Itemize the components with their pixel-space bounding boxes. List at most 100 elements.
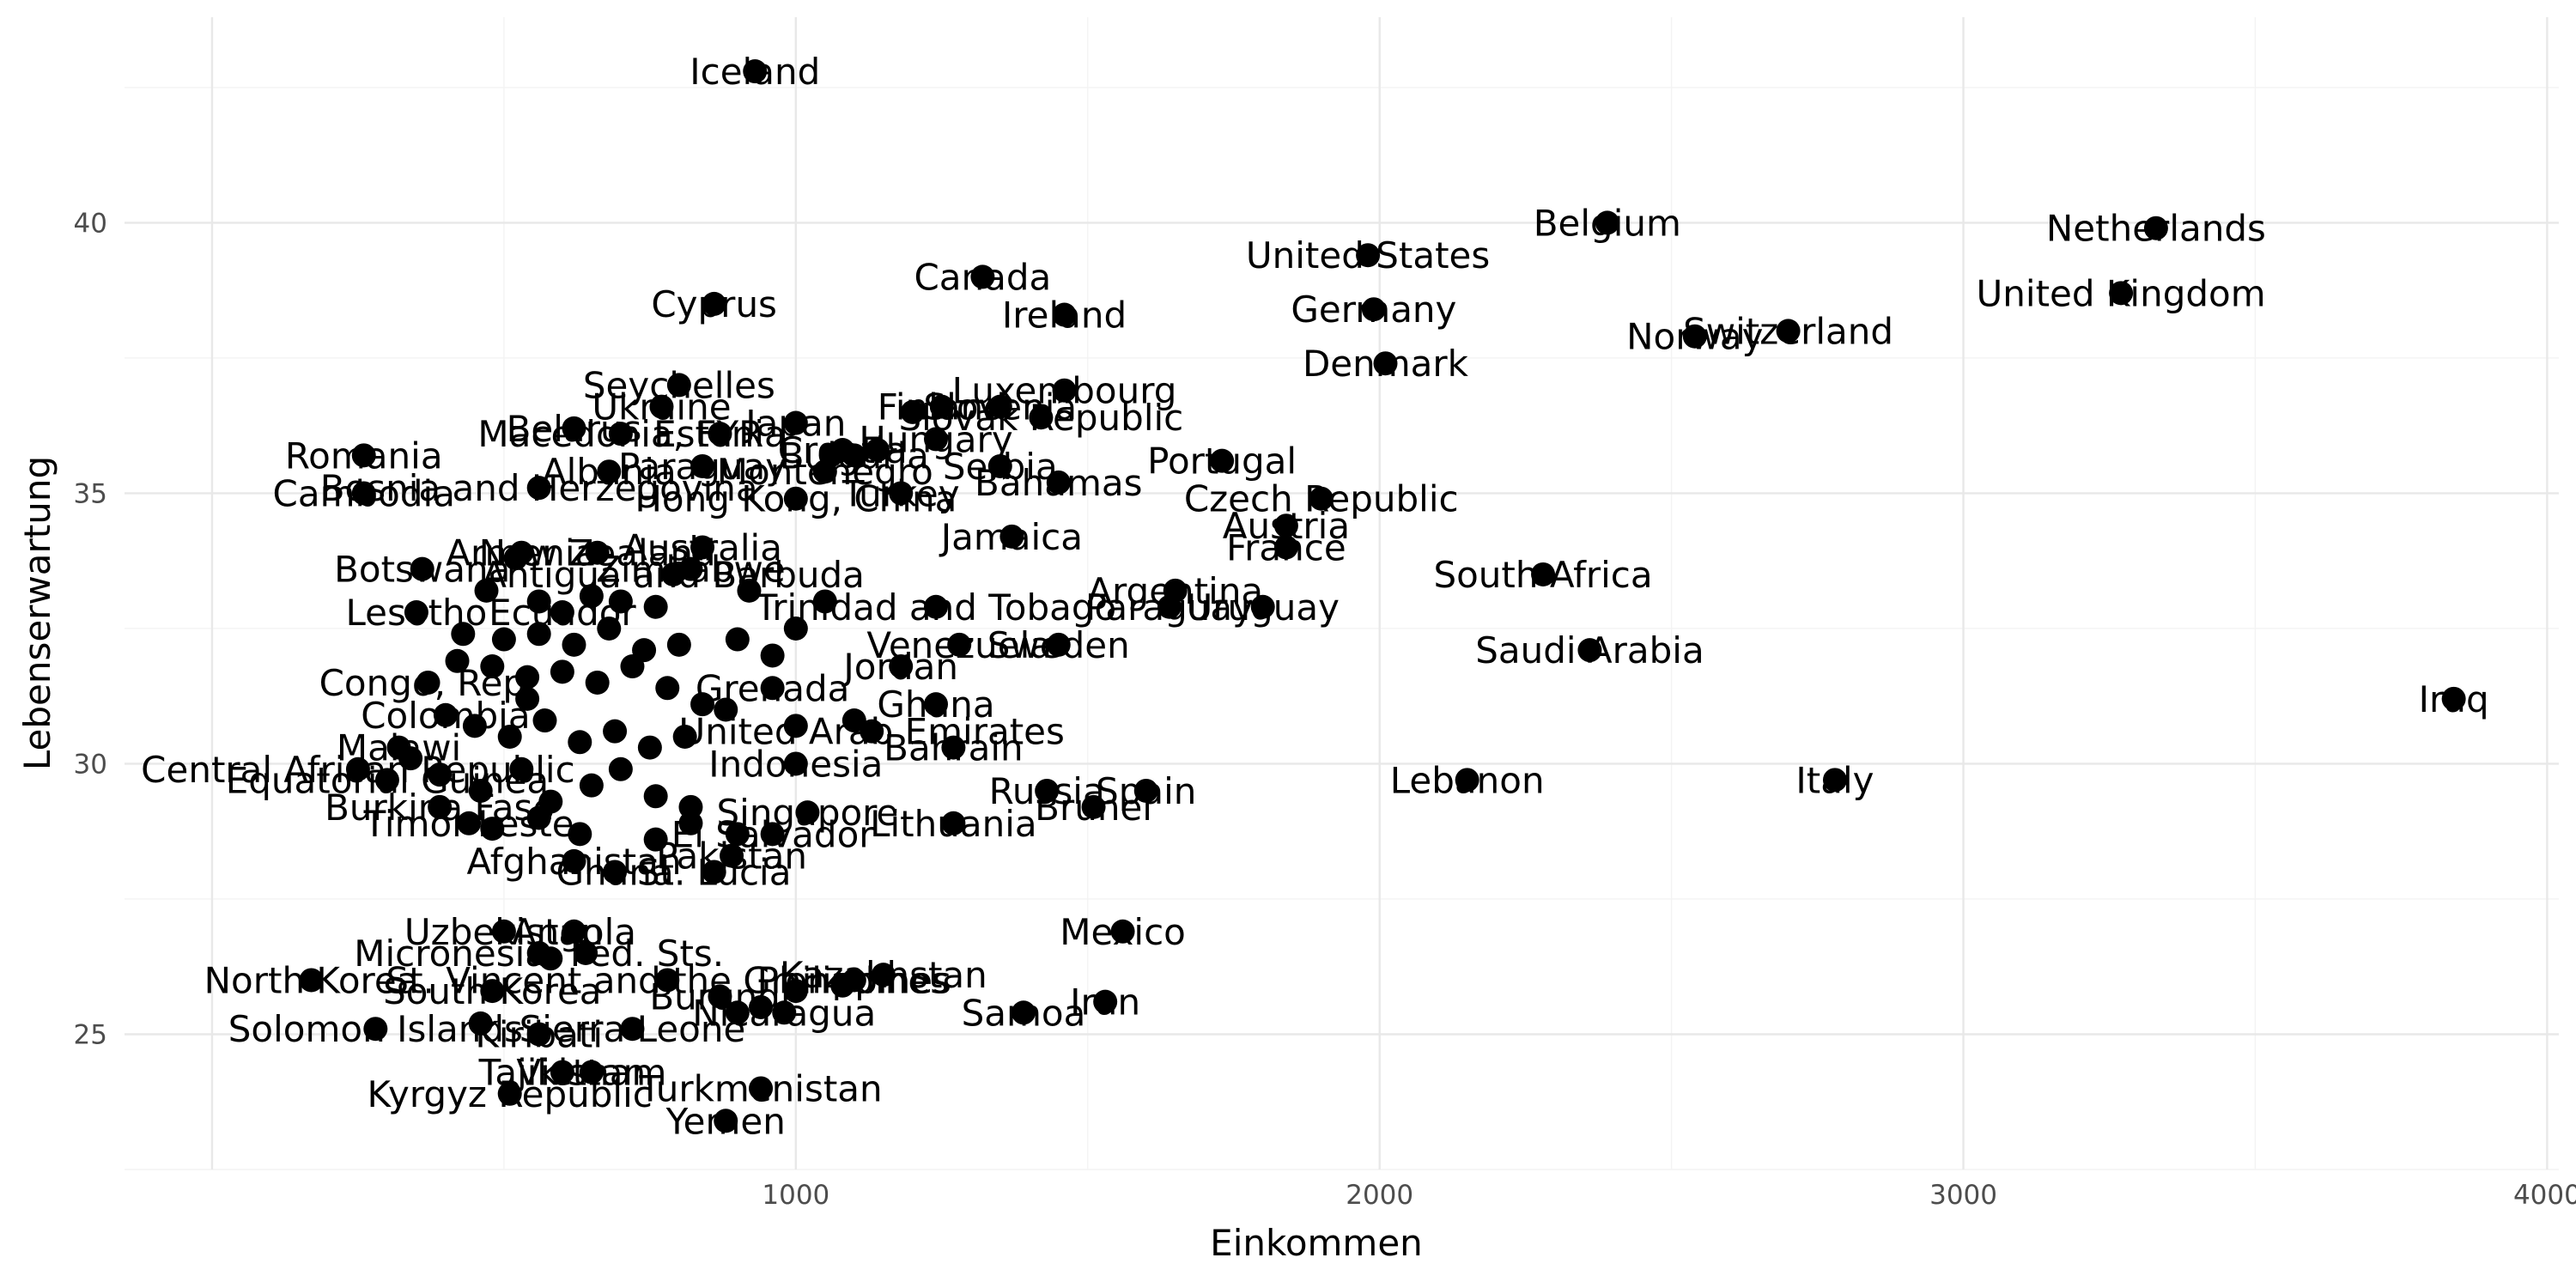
data-point bbox=[999, 524, 1024, 549]
point-label: Ukraine bbox=[592, 386, 731, 428]
data-point bbox=[457, 811, 482, 835]
data-point bbox=[783, 979, 808, 1004]
data-point bbox=[2143, 216, 2168, 240]
point-label: Turkmenistan bbox=[638, 1067, 882, 1109]
point-label: Spain bbox=[1096, 770, 1196, 812]
data-point bbox=[1110, 919, 1135, 944]
grid-lines bbox=[125, 17, 2559, 1170]
data-point bbox=[678, 811, 703, 835]
point-label: Estonia bbox=[653, 413, 787, 455]
data-point bbox=[579, 773, 604, 798]
data-point bbox=[783, 410, 808, 435]
data-point bbox=[720, 843, 744, 868]
data-point bbox=[568, 730, 592, 755]
data-point bbox=[649, 394, 674, 419]
point-label: Samoa bbox=[962, 992, 1086, 1034]
point-label: Yemen bbox=[665, 1100, 786, 1142]
data-point bbox=[2441, 686, 2466, 711]
point-label: Solomon Islands bbox=[228, 1008, 523, 1050]
point-label: Russia bbox=[989, 770, 1105, 812]
data-point bbox=[550, 659, 574, 684]
point-label: Croatia bbox=[778, 429, 908, 471]
x-tick-label: 4000 bbox=[2513, 1180, 2576, 1211]
data-point bbox=[503, 546, 528, 571]
data-point bbox=[1133, 778, 1158, 803]
data-point bbox=[1011, 1000, 1036, 1025]
data-point bbox=[480, 979, 505, 1004]
point-label: Trinidad and Tobago bbox=[755, 586, 1116, 629]
y-tick-label: 30 bbox=[74, 749, 107, 780]
data-point bbox=[1776, 319, 1801, 343]
data-point bbox=[924, 427, 948, 452]
point-label: Iran bbox=[1070, 981, 1140, 1024]
data-point bbox=[841, 443, 866, 468]
point-label: Singapore bbox=[716, 792, 898, 834]
data-point bbox=[970, 264, 995, 289]
point-label: Luxembourg bbox=[952, 370, 1177, 412]
point-label: Central African Republic bbox=[141, 749, 575, 791]
point-label: Congo, Rep. bbox=[319, 662, 538, 704]
point-label: Netherlands bbox=[2046, 208, 2266, 250]
data-point bbox=[737, 578, 762, 603]
data-point bbox=[428, 762, 453, 787]
data-point bbox=[491, 627, 516, 652]
point-label: Tajikistan bbox=[478, 1052, 646, 1094]
data-point bbox=[783, 486, 808, 511]
point-label: Ghana bbox=[556, 851, 673, 893]
data-point bbox=[474, 578, 499, 603]
point-label: Ghana bbox=[877, 683, 994, 726]
data-point bbox=[428, 794, 453, 819]
data-point bbox=[830, 973, 855, 998]
x-axis-title: Einkommen bbox=[1210, 1222, 1423, 1264]
data-point bbox=[526, 589, 551, 614]
point-label: United States bbox=[1246, 234, 1490, 276]
point-label: Seychelles bbox=[583, 364, 775, 406]
data-point bbox=[468, 778, 493, 803]
point-label: Slovenia bbox=[923, 386, 1077, 428]
point-label: Australia bbox=[623, 526, 782, 568]
data-point bbox=[526, 1022, 551, 1047]
data-point bbox=[497, 724, 522, 749]
point-label: Mexico bbox=[1060, 911, 1186, 953]
point-label: Iraq bbox=[2419, 678, 2489, 720]
data-point bbox=[1361, 297, 1386, 322]
point-label: Brunei bbox=[1035, 787, 1152, 829]
data-point bbox=[515, 686, 540, 711]
point-label: Paraguay bbox=[1085, 586, 1254, 629]
data-point bbox=[1309, 486, 1334, 511]
data-point bbox=[743, 59, 768, 84]
point-label: Sierra Leone bbox=[519, 1008, 746, 1050]
point-label: Timor-Leste bbox=[363, 803, 574, 845]
data-point bbox=[760, 676, 785, 701]
point-label: El Salvador bbox=[671, 813, 875, 855]
point-label: Vietnam bbox=[516, 1052, 666, 1094]
point-label: Hungary bbox=[859, 418, 1012, 460]
data-point bbox=[468, 1011, 493, 1036]
data-point bbox=[608, 756, 633, 781]
data-point bbox=[643, 827, 668, 852]
point-label: Switzerland bbox=[1683, 310, 1893, 352]
point-label: Pakistan bbox=[656, 835, 807, 878]
x-tick-label: 1000 bbox=[762, 1180, 829, 1211]
data-point bbox=[672, 724, 697, 749]
point-label: Kazakhstan bbox=[780, 954, 987, 996]
data-point bbox=[451, 622, 476, 647]
data-point bbox=[574, 940, 598, 965]
data-point bbox=[866, 438, 890, 463]
data-point bbox=[462, 714, 487, 738]
point-label: Burundi bbox=[649, 975, 790, 1018]
data-point bbox=[714, 697, 738, 722]
data-point bbox=[608, 422, 633, 447]
data-point bbox=[1356, 243, 1381, 268]
point-label: Denmark bbox=[1303, 343, 1469, 385]
data-point bbox=[1373, 351, 1398, 376]
data-point bbox=[1682, 324, 1707, 349]
data-point bbox=[812, 589, 837, 614]
data-point bbox=[690, 535, 715, 560]
point-label: Saudi Arabia bbox=[1475, 629, 1704, 671]
data-point bbox=[480, 654, 505, 679]
data-point bbox=[818, 443, 843, 468]
point-label: Sweden bbox=[987, 624, 1130, 666]
data-point bbox=[1052, 302, 1077, 327]
data-point bbox=[987, 394, 1012, 419]
